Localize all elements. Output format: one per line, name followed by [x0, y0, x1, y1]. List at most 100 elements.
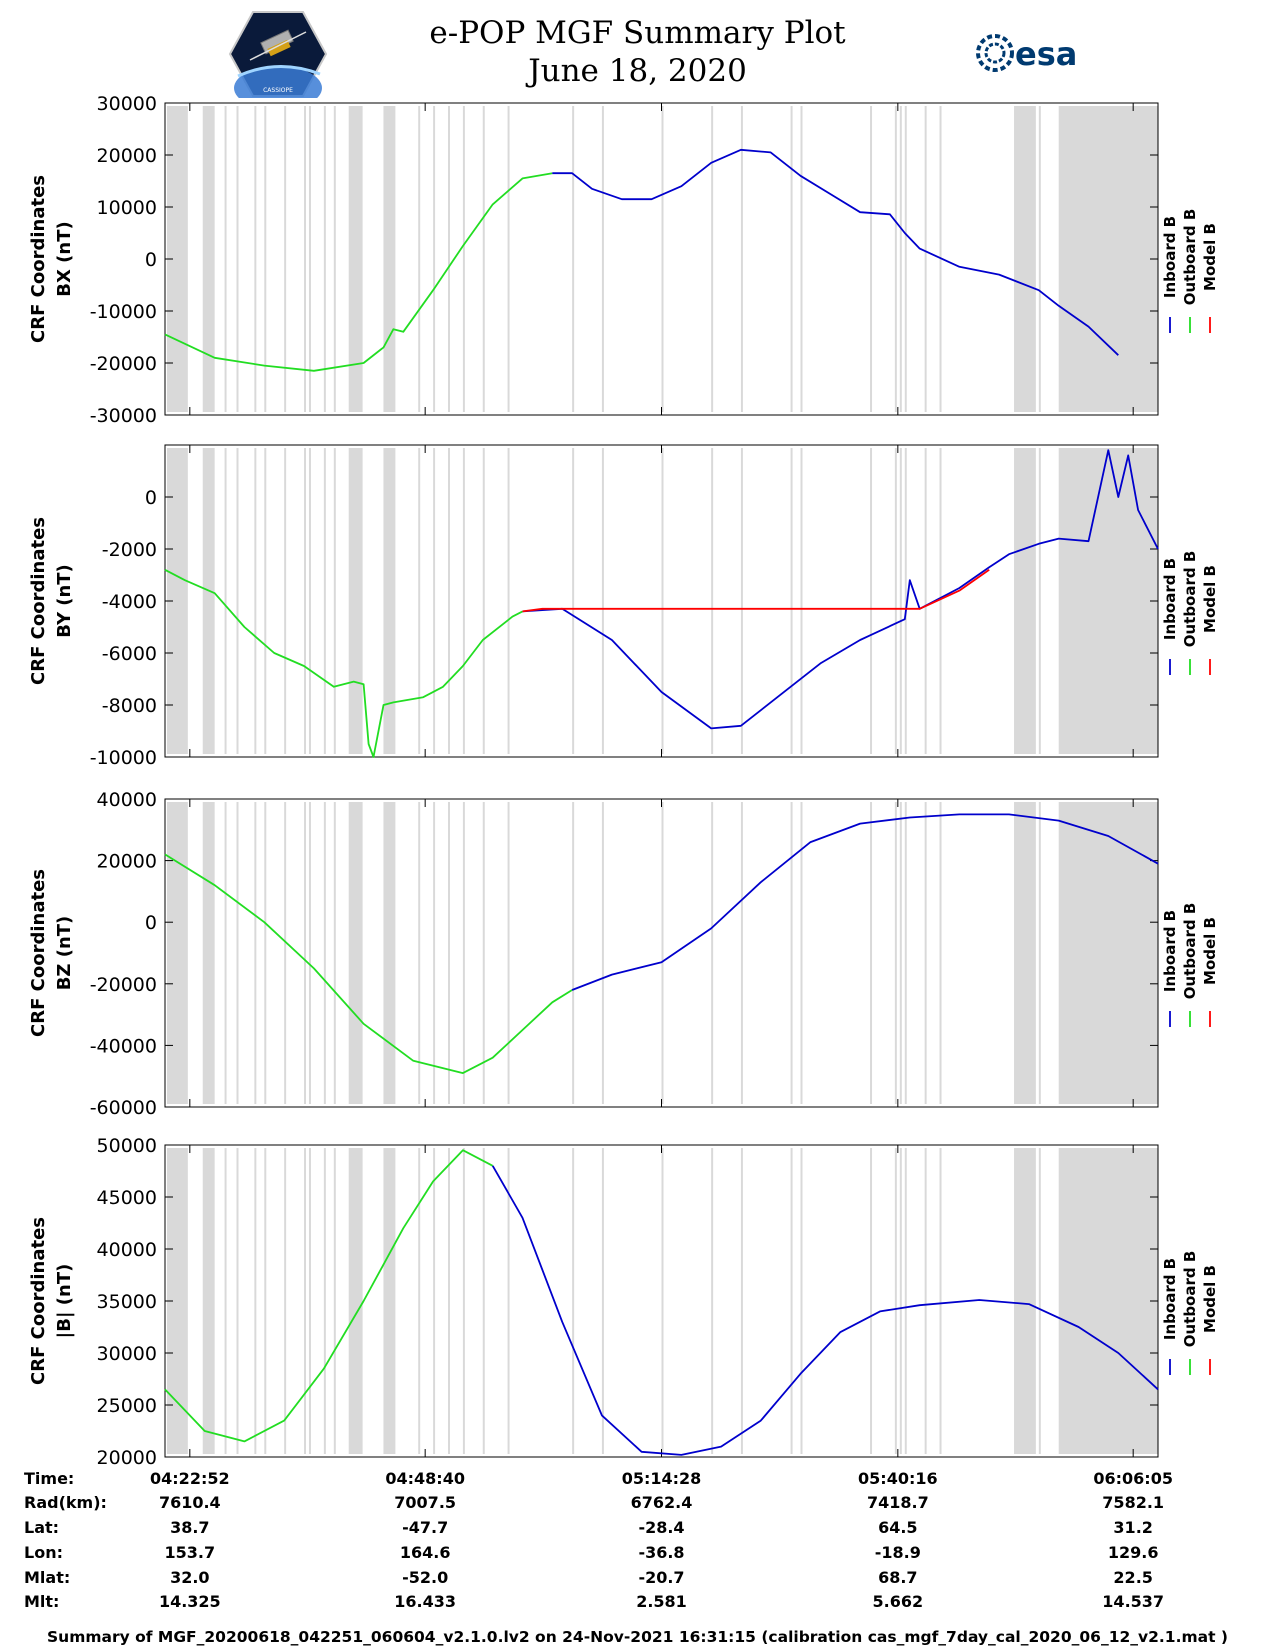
gap-band	[202, 802, 215, 1104]
table-cell: 68.7	[878, 1568, 917, 1587]
legend-label-inboard: Inboard B	[1161, 216, 1179, 298]
y-tick-label: -10000	[90, 747, 157, 769]
gap-band	[323, 1148, 326, 1454]
y-axis-label-line: BX (nT)	[54, 221, 75, 296]
gap-band	[333, 106, 336, 412]
legend: Inboard B Outboard B Model B	[1161, 1251, 1219, 1375]
table-cell: 7610.4	[159, 1493, 221, 1512]
gap-band	[1058, 1148, 1158, 1454]
gap-band	[800, 106, 803, 412]
legend-label-model: Model B	[1201, 565, 1219, 633]
table-cell: 7007.5	[394, 1493, 456, 1512]
y-tick-label: 20000	[97, 851, 157, 873]
gap-band	[894, 448, 897, 754]
gap-band	[448, 802, 450, 1104]
y-axis-label-line: CRF Coordinates	[28, 1217, 49, 1385]
y-axis-label-line: CRF Coordinates	[28, 175, 49, 343]
gap-band	[418, 802, 421, 1104]
gap-band	[383, 448, 396, 754]
gap-band	[166, 802, 188, 1104]
gap-band	[1014, 106, 1036, 412]
table-cell: 2.581	[636, 1592, 687, 1611]
y-tick-label: -2000	[102, 539, 157, 561]
gap-band	[433, 802, 436, 1104]
cassiope-mission-logo: CASSIOPE	[228, 11, 328, 98]
gap-band	[507, 106, 510, 412]
legend: Inboard B Outboard B Model B	[1161, 903, 1219, 1027]
gap-band	[433, 1148, 436, 1454]
gap-band	[304, 106, 307, 412]
gap-band	[939, 1148, 942, 1454]
gap-band	[224, 1148, 227, 1454]
gap-band	[899, 106, 902, 412]
gap-band	[323, 802, 326, 1104]
table-row-label: Mlat:	[24, 1568, 70, 1587]
gap-band	[462, 1148, 465, 1454]
table-cell: 16.433	[394, 1592, 456, 1611]
gap-band	[507, 1148, 510, 1454]
gap-band	[264, 106, 267, 412]
gap-band	[661, 106, 664, 412]
gap-band	[308, 1148, 311, 1454]
y-tick-label: 0	[145, 487, 157, 509]
gap-band	[166, 448, 188, 754]
table-cell: -20.7	[638, 1568, 684, 1587]
series-inboard-b	[491, 1165, 1159, 1456]
ephemeris-table: Time: Rad(km): Lat: Lon: Mlat: Mlt: 04:22:52 76…	[24, 1469, 1173, 1611]
gap-band	[482, 106, 485, 412]
table-row-label: Time:	[24, 1469, 74, 1488]
gap-band	[790, 802, 793, 1104]
gap-band	[740, 1148, 743, 1454]
gap-band	[904, 802, 907, 1104]
series-model-b	[522, 569, 990, 613]
gap-band	[448, 106, 450, 412]
legend-label-model: Model B	[1201, 1265, 1219, 1333]
legend: Inboard B Outboard B Model B	[1161, 551, 1219, 675]
y-tick-label: -20000	[90, 974, 157, 996]
gap-band	[236, 802, 239, 1104]
gap-band	[870, 802, 873, 1104]
gap-band	[264, 802, 267, 1104]
gap-band	[284, 448, 287, 754]
gap-band	[894, 1148, 897, 1454]
title-line-1: e-POP MGF Summary Plot	[429, 15, 846, 51]
gap-band	[482, 1148, 485, 1454]
y-axis-label: CRF Coordinates BY (nT)	[28, 517, 75, 685]
gap-band	[383, 106, 396, 412]
page-title: e-POP MGF Summary Plot June 18, 2020	[0, 14, 1275, 90]
y-tick-label: -20000	[90, 353, 157, 375]
gap-band	[904, 106, 907, 412]
gap-band	[661, 448, 664, 754]
gap-band	[1014, 802, 1036, 1104]
gap-band	[894, 106, 897, 412]
gap-band	[348, 1148, 363, 1454]
gap-band	[572, 802, 575, 1104]
gap-band	[264, 1148, 267, 1454]
y-tick-label: -4000	[102, 591, 157, 613]
gap-band	[572, 106, 575, 412]
legend-label-outboard: Outboard B	[1181, 209, 1199, 306]
gap-band	[224, 448, 227, 754]
gap-band	[711, 802, 714, 1104]
series-outboard-b	[164, 172, 553, 372]
gap-band	[254, 1148, 257, 1454]
y-tick-label: 30000	[97, 1343, 157, 1365]
table-cell: 129.6	[1108, 1543, 1159, 1562]
y-axis-label: CRF Coordinates |B| (nT)	[28, 1217, 75, 1385]
gap-band	[661, 1148, 664, 1454]
gap-band	[418, 1148, 421, 1454]
series-inboard-b	[552, 148, 1119, 356]
table-cell: 31.2	[1113, 1518, 1152, 1537]
gap-band	[448, 448, 450, 754]
gap-band	[601, 802, 604, 1104]
gap-band	[333, 802, 336, 1104]
gap-band	[236, 1148, 239, 1454]
gap-band	[482, 802, 485, 1104]
gap-band	[236, 448, 239, 754]
legend-label-outboard: Outboard B	[1181, 903, 1199, 1000]
gap-band	[507, 448, 510, 754]
gap-band	[924, 1148, 927, 1454]
y-tick-label: 20000	[97, 145, 157, 167]
table-cell: 153.7	[165, 1543, 216, 1562]
